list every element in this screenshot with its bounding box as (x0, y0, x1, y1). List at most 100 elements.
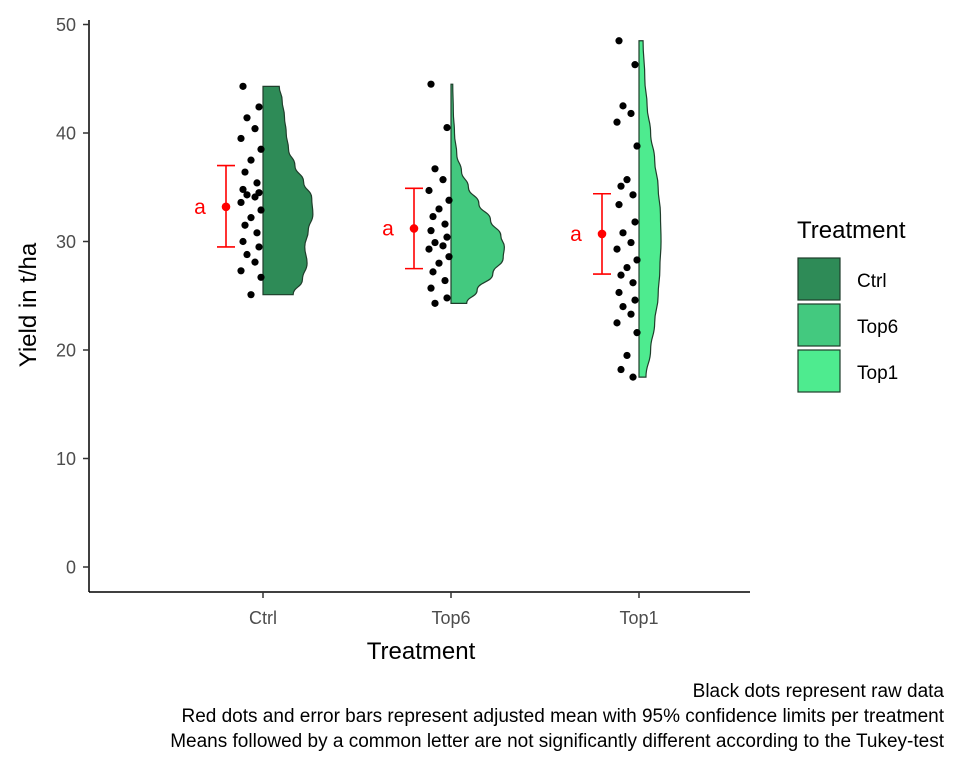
raw-point-top1 (633, 256, 641, 264)
raw-point-ctrl (247, 156, 255, 164)
raw-point-top1 (615, 37, 623, 45)
raw-point-ctrl (237, 134, 245, 143)
x-tick-label: Top6 (431, 608, 470, 628)
caption-line-3: Means followed by a common letter are no… (170, 731, 944, 752)
x-axis-title: Treatment (367, 638, 476, 665)
raw-point-ctrl (251, 125, 259, 133)
caption: Black dots represent raw data Red dots a… (170, 681, 944, 752)
raw-point-ctrl (239, 82, 247, 90)
legend-label-ctrl: Ctrl (857, 271, 887, 292)
raw-point-ctrl (251, 258, 259, 266)
legend-key-ctrl (797, 257, 841, 301)
y-tick-label: 50 (56, 15, 76, 35)
raw-point-ctrl (257, 273, 265, 281)
raw-point-top6 (429, 212, 437, 221)
raw-point-top6 (427, 284, 435, 292)
raw-point-top1 (623, 176, 631, 184)
significance-letter-top6: a (382, 217, 394, 240)
raw-point-top6 (445, 253, 453, 261)
legend-key-top1 (797, 349, 841, 393)
raw-point-top6 (445, 196, 453, 204)
raw-point-top1 (627, 310, 635, 318)
raw-point-top6 (439, 242, 447, 250)
mean-point-ctrl (221, 202, 231, 212)
raw-point-top1 (617, 182, 625, 190)
raw-point-ctrl (243, 191, 251, 199)
plot-area: a a a (194, 37, 662, 381)
raw-point-ctrl (243, 250, 251, 259)
raw-point-top6 (443, 233, 451, 241)
raw-point-top1 (617, 365, 625, 374)
raw-point-top1 (633, 329, 641, 337)
raw-point-top6 (439, 176, 447, 184)
raw-point-top1 (615, 201, 623, 209)
raw-point-ctrl (247, 291, 255, 299)
raw-point-top1 (627, 109, 635, 118)
raw-point-top1 (629, 279, 637, 287)
y-tick-label: 30 (56, 232, 76, 252)
raw-point-top1 (631, 218, 639, 226)
raw-point-ctrl (239, 237, 247, 246)
raw-point-top1 (623, 263, 631, 272)
raw-point-top1 (613, 118, 621, 126)
raw-point-top1 (629, 191, 637, 199)
raw-point-top6 (443, 123, 451, 132)
y-tick-label: 10 (56, 449, 76, 469)
raw-point-ctrl (237, 267, 245, 275)
raw-point-ctrl (239, 185, 247, 194)
legend-title: Treatment (797, 217, 906, 244)
raw-point-top1 (631, 296, 639, 304)
raw-point-ctrl (237, 198, 245, 207)
raw-point-ctrl (253, 179, 261, 187)
raw-point-top6 (431, 165, 439, 173)
density-ctrl (262, 85, 314, 296)
raw-point-ctrl (247, 214, 255, 222)
y-tick-label: 20 (56, 341, 76, 361)
density-top1 (638, 40, 662, 378)
x-tick-label: Ctrl (249, 608, 277, 628)
significance-letter-ctrl: a (194, 196, 206, 219)
raw-point-top1 (627, 238, 635, 247)
y-tick-label: 40 (56, 124, 76, 144)
raw-point-ctrl (241, 168, 249, 176)
mean-point-top1 (597, 229, 607, 239)
raw-point-ctrl (255, 103, 263, 111)
raw-point-top6 (429, 268, 437, 276)
raw-point-top1 (615, 288, 623, 297)
raw-point-top1 (629, 373, 637, 381)
raw-point-top6 (431, 238, 439, 247)
raw-point-top6 (427, 227, 435, 235)
raw-point-top1 (631, 61, 639, 69)
raw-point-top6 (425, 245, 433, 253)
raw-point-ctrl (257, 145, 265, 153)
raw-point-top6 (435, 205, 443, 213)
y-axis-title: Yield in t/ha (15, 242, 42, 367)
raw-point-top1 (617, 271, 625, 279)
legend-key-top6 (797, 303, 841, 347)
raw-point-ctrl (257, 206, 265, 214)
raw-point-ctrl (255, 243, 263, 251)
raw-point-top6 (431, 299, 439, 307)
y-tick-label: 0 (66, 558, 76, 578)
raw-point-ctrl (243, 114, 251, 122)
raw-point-top6 (443, 294, 451, 302)
x-tick-label: Top1 (619, 608, 658, 628)
raw-point-top1 (619, 303, 627, 311)
mean-point-top6 (409, 224, 419, 233)
legend: Treatment Ctrl Top6 Top1 (797, 217, 906, 393)
raw-point-top1 (619, 102, 627, 110)
caption-line-1: Black dots represent raw data (693, 681, 945, 702)
raw-point-ctrl (241, 221, 249, 229)
raw-point-top1 (623, 351, 631, 360)
raw-point-top6 (441, 220, 449, 228)
legend-label-top1: Top1 (857, 363, 898, 384)
significance-letter-top1: a (570, 223, 582, 246)
raw-point-ctrl (251, 193, 259, 201)
raw-point-top6 (425, 186, 433, 195)
raw-point-top6 (435, 259, 443, 267)
legend-label-top6: Top6 (857, 317, 898, 338)
raw-point-top1 (633, 142, 641, 150)
raw-point-top1 (613, 245, 621, 253)
raw-point-ctrl (253, 229, 261, 237)
